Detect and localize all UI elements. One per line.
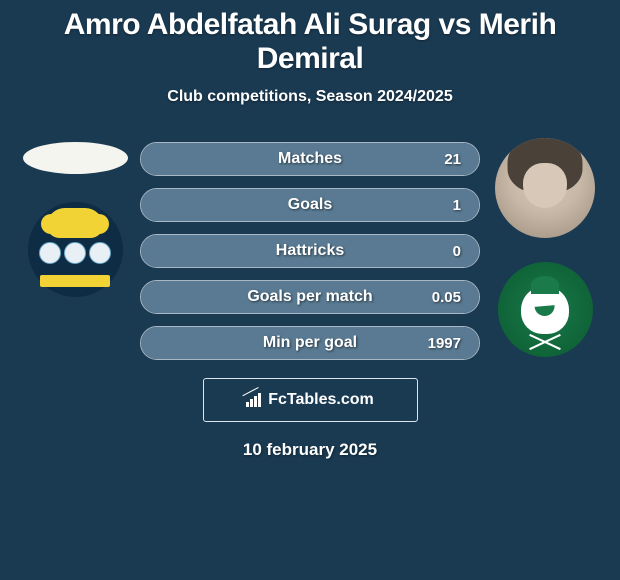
watermark: FcTables.com: [203, 378, 418, 422]
logo-emblem-shape: [521, 286, 569, 334]
logo-crossed-swords-icon: [529, 334, 561, 350]
stat-label: Goals per match: [247, 288, 372, 306]
logo-ball-icon: [39, 242, 61, 264]
stat-value: 0.05: [432, 289, 461, 306]
stat-value: 0: [453, 243, 461, 260]
stats-list: Matches 21 Goals 1 Hattricks 0 Goals per match…: [140, 142, 480, 360]
comparison-card: Amro Abdelfatah Ali Surag vs Merih Demir…: [0, 0, 620, 460]
stat-label: Goals: [288, 196, 332, 214]
page-title: Amro Abdelfatah Ali Surag vs Merih Demir…: [10, 8, 610, 76]
stat-value: 21: [444, 151, 461, 168]
stat-row: Matches 21: [140, 142, 480, 176]
stat-row: Min per goal 1997: [140, 326, 480, 360]
stat-row: Hattricks 0: [140, 234, 480, 268]
stat-row: Goals per match 0.05: [140, 280, 480, 314]
stat-label: Matches: [278, 150, 342, 168]
date-text: 10 february 2025: [10, 440, 610, 460]
content-row: Matches 21 Goals 1 Hattricks 0 Goals per match…: [10, 136, 610, 360]
stat-label: Hattricks: [276, 242, 344, 260]
watermark-text: FcTables.com: [268, 391, 374, 409]
stat-row: Goals 1: [140, 188, 480, 222]
right-column: [490, 136, 600, 357]
logo-ball-icon: [64, 242, 86, 264]
logo-ball-icon: [89, 242, 111, 264]
player-photo-right: [495, 138, 595, 238]
club-logo-left: [28, 202, 123, 297]
player-photo-left: [23, 142, 128, 174]
stat-value: 1997: [428, 335, 461, 352]
stat-label: Min per goal: [263, 334, 357, 352]
subtitle: Club competitions, Season 2024/2025: [10, 88, 610, 106]
left-column: [20, 136, 130, 297]
bar-chart-icon: [246, 393, 264, 407]
logo-cloud-shape: [47, 208, 103, 238]
club-logo-right: [498, 262, 593, 357]
stat-value: 1: [453, 197, 461, 214]
logo-banner: [40, 275, 110, 287]
logo-balls: [39, 242, 111, 264]
